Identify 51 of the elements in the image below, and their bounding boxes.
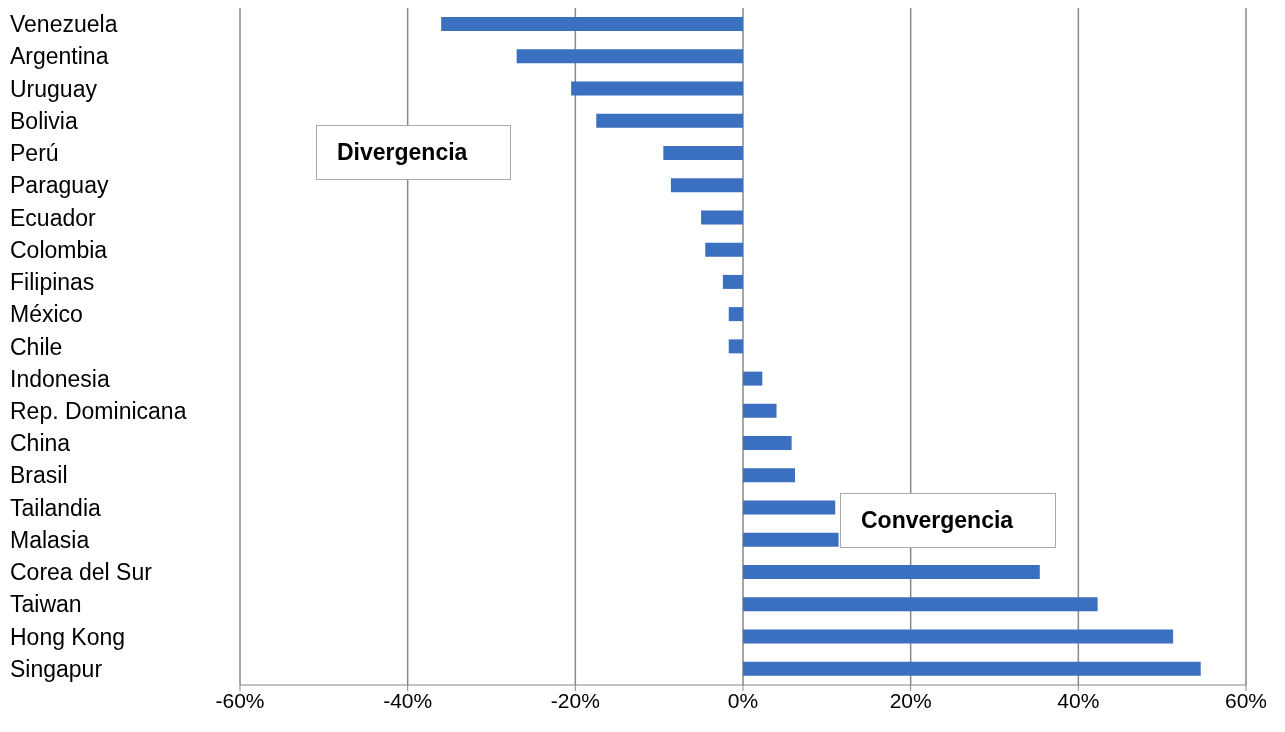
annotation: Divergencia <box>316 125 511 180</box>
y-tick-label: Paraguay <box>10 172 109 199</box>
bar <box>743 532 839 547</box>
x-tick-label: 0% <box>727 688 759 712</box>
y-tick-label: Venezuela <box>10 11 118 38</box>
bar <box>743 500 836 515</box>
y-tick-label: Brasil <box>10 462 68 489</box>
y-tick-label: Filipinas <box>10 269 95 296</box>
bar <box>663 145 743 160</box>
x-tick-label: -40% <box>383 688 433 712</box>
x-tick-label: 20% <box>889 688 932 712</box>
x-tick-label: -60% <box>215 688 265 712</box>
y-tick-label: Taiwan <box>10 591 82 618</box>
bar <box>571 81 743 96</box>
bar <box>728 339 743 354</box>
bar <box>596 113 743 128</box>
y-tick-label: Uruguay <box>10 75 98 102</box>
y-tick-label: Ecuador <box>10 204 97 231</box>
bar <box>743 565 1040 580</box>
bar <box>516 49 743 64</box>
y-tick-label: Singapur <box>10 655 103 682</box>
y-tick-label: Argentina <box>10 43 109 70</box>
bar <box>728 307 743 322</box>
bar <box>743 468 795 483</box>
bar <box>441 17 743 31</box>
y-tick-label: China <box>10 430 71 457</box>
bar <box>722 274 743 289</box>
bar <box>743 436 792 451</box>
y-tick-label: Chile <box>10 333 63 360</box>
bar <box>705 242 743 257</box>
y-tick-label: Perú <box>10 140 59 167</box>
x-tick-label: -20% <box>550 688 600 712</box>
bar <box>743 371 763 386</box>
bar <box>670 178 743 193</box>
y-tick-label: Corea del Sur <box>10 559 153 586</box>
bar <box>743 661 1201 676</box>
bar <box>743 403 777 418</box>
y-tick-label: Hong Kong <box>10 623 126 650</box>
y-tick-label: Indonesia <box>10 365 110 392</box>
bar <box>743 597 1098 612</box>
bar <box>701 210 743 225</box>
x-tick-label: 60% <box>1224 688 1268 712</box>
annotation: Convergencia <box>840 493 1056 548</box>
y-tick-label: México <box>10 301 83 328</box>
x-tick-label: 40% <box>1057 688 1100 712</box>
y-tick-label: Colombia <box>10 236 108 263</box>
y-tick-label: Malasia <box>10 526 90 553</box>
y-tick-label: Tailandia <box>10 494 101 521</box>
y-tick-label: Rep. Dominicana <box>10 397 187 424</box>
y-tick-label: Bolivia <box>10 107 78 134</box>
bar <box>743 629 1174 644</box>
